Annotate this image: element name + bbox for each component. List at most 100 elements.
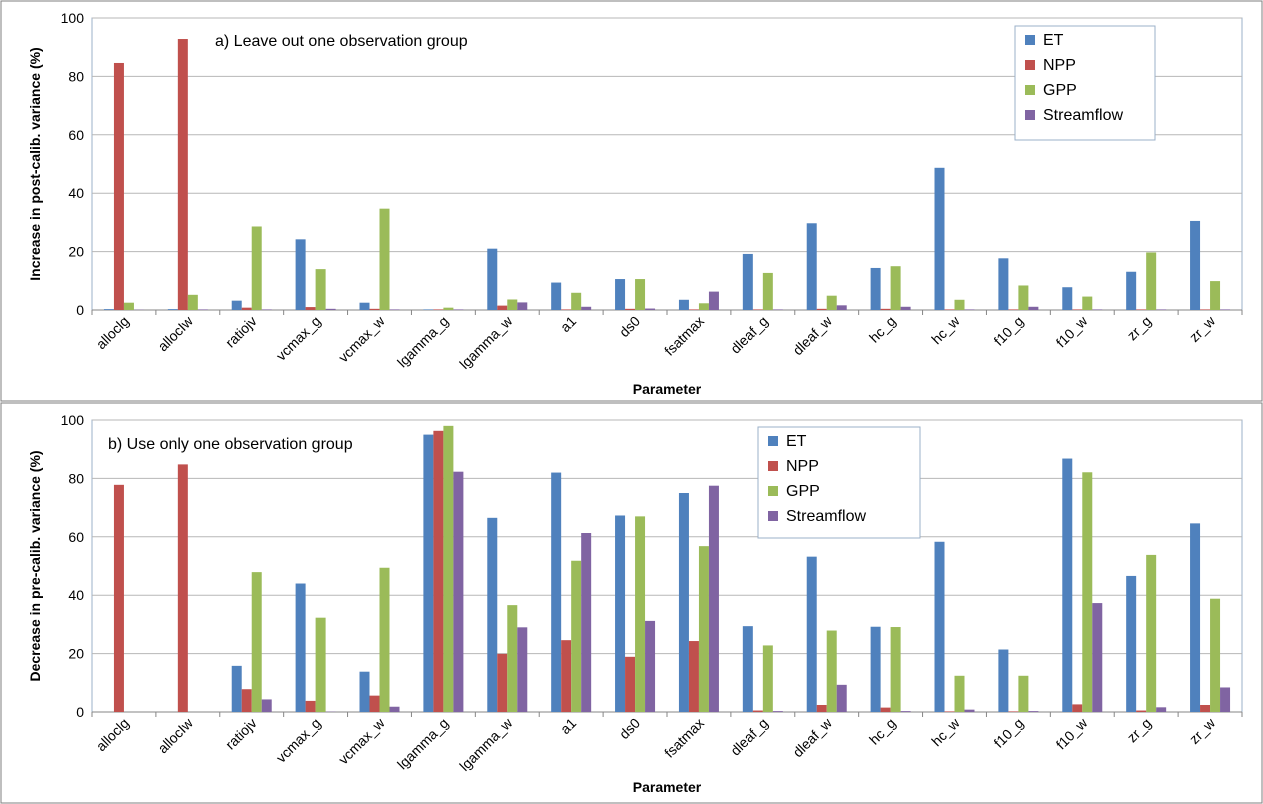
chart-b-bar-et-zr-g	[1126, 575, 1137, 712]
chart-a-bar-streamflow-allociw	[197, 309, 208, 310]
chart-a-bar-npp-fsatmax	[688, 309, 699, 310]
chart-b-x-axis-title: Parameter	[633, 779, 702, 795]
chart-b-bar-streamflow-ratiojv	[261, 699, 272, 712]
chart-b-ytick-label: 60	[68, 529, 84, 545]
chart-b-bar-npp-zr-g	[1136, 710, 1147, 712]
chart-b-bar-gpp-dleaf-w	[826, 630, 837, 712]
chart-a-legend-box	[1014, 25, 1156, 141]
chart-b-ytick-label: 0	[76, 704, 84, 720]
chart-a-bar-et-hc-w	[934, 167, 945, 310]
chart-a-ytick-label: 100	[61, 10, 85, 26]
chart-b-bar-streamflow-a1	[581, 533, 592, 712]
chart-a-bar-npp-ds0	[625, 308, 636, 310]
chart-a-bar-et-allociw	[167, 309, 178, 310]
chart-a-x-axis-title: Parameter	[633, 381, 702, 397]
chart-b-bar-et-vcmax-g	[295, 583, 306, 712]
chart-a-ytick-label: 80	[68, 68, 84, 84]
chart-b-bar-gpp-fsatmax	[698, 546, 709, 712]
chart-b-bar-gpp-vcmax-g	[315, 617, 326, 712]
chart-b-bar-npp-ds0	[625, 656, 636, 712]
chart-a-bar-npp-zr-w	[1200, 309, 1211, 310]
chart-b-bar-et-dleaf-g	[742, 626, 753, 712]
chart-a-bar-npp-vcmax-g	[305, 307, 316, 310]
chart-a-bar-gpp-zr-w	[1210, 281, 1221, 310]
chart-b-bar-et-ratiojv	[231, 665, 242, 712]
chart-a-bar-streamflow-dleaf-g	[772, 309, 783, 310]
chart-b-legend-label-npp: NPP	[786, 458, 819, 475]
chart-b-bar-npp-lgamma-g	[433, 430, 444, 712]
chart-b-bar-gpp-lgamma-w	[507, 605, 518, 712]
chart-b-bar-gpp-vcmax-w	[379, 567, 390, 712]
chart-a-bar-et-zr-g	[1126, 271, 1137, 310]
chart-b-bar-streamflow-lgamma-g	[453, 471, 464, 712]
chart-b-bar-et-a1	[551, 472, 562, 712]
chart-a-bar-npp-vcmax-w	[369, 308, 380, 310]
chart-a-bar-streamflow-f10-w	[1092, 309, 1103, 310]
chart-b-annotation: b) Use only one observation group	[108, 436, 353, 453]
chart-b-bar-npp-a1	[561, 640, 572, 712]
chart-b-bar-gpp-lgamma-g	[443, 425, 454, 712]
chart-a-legend-label-npp: NPP	[1043, 57, 1076, 74]
chart-b-bar-et-fsatmax	[678, 493, 689, 712]
chart-b-bar-streamflow-hc-g	[900, 711, 911, 712]
chart-a-bar-streamflow-ds0	[645, 308, 656, 310]
chart-b-bar-streamflow-zr-g	[1156, 707, 1167, 712]
chart-a-bar-npp-hc-g	[880, 308, 891, 310]
chart-panel-b: 0 20 40 60 80 100 alloclg allocIw ratiojv vcmax_g…	[0, 402, 1263, 804]
chart-b-bar-npp-fsatmax	[688, 641, 699, 712]
chart-b-bar-gpp-ds0	[635, 516, 646, 712]
chart-a-ytick-label: 60	[68, 127, 84, 143]
chart-b-bar-et-lgamma-w	[487, 517, 498, 712]
chart-a-bar-et-zr-w	[1190, 220, 1201, 310]
chart-b-legend-label-gpp: GPP	[786, 483, 820, 500]
chart-b-ytick-label: 80	[68, 470, 84, 486]
chart-a-legend-label-et: ET	[1043, 32, 1064, 49]
chart-a-bar-et-a1	[551, 282, 562, 310]
chart-a-bar-et-f10-g	[998, 258, 1009, 310]
chart-b-bar-npp-alloclg	[113, 484, 124, 712]
chart-b-bar-gpp-zr-w	[1210, 598, 1221, 712]
chart-b-bar-gpp-f10-w	[1082, 472, 1093, 712]
chart-b-legend-swatch-gpp	[768, 486, 778, 496]
chart-b-ytick-label: 100	[61, 412, 85, 428]
chart-a-legend: ET NPP GPP Streamflow	[1014, 25, 1156, 141]
chart-b-legend: ET NPP GPP Streamflow	[757, 426, 921, 539]
chart-a-bar-et-f10-w	[1062, 287, 1073, 310]
chart-a-bar-gpp-dleaf-w	[826, 295, 837, 310]
chart-b-bar-et-f10-w	[1062, 458, 1073, 712]
chart-b-bar-streamflow-zr-w	[1220, 687, 1231, 712]
chart-a-bar-npp-dleaf-w	[816, 308, 827, 310]
chart-a-bar-npp-zr-g	[1136, 309, 1147, 310]
chart-a-legend-label-streamflow: Streamflow	[1043, 107, 1123, 124]
chart-b-bar-et-zr-w	[1190, 523, 1201, 712]
chart-b-bar-et-hc-g	[870, 626, 881, 712]
chart-a-bar-npp-lgamma-w	[497, 305, 508, 310]
chart-a-bar-gpp-vcmax-g	[315, 269, 326, 310]
chart-a-annotation: a) Leave out one observation group	[215, 33, 468, 50]
chart-a-bar-et-ds0	[615, 279, 626, 310]
chart-a-bar-gpp-zr-g	[1146, 252, 1157, 310]
chart-a-bar-et-fsatmax	[678, 299, 689, 310]
chart-b-bar-npp-f10-g	[1008, 711, 1019, 712]
chart-b-bar-streamflow-fsatmax	[708, 485, 719, 712]
chart-b-bar-et-hc-w	[934, 541, 945, 712]
chart-b-bar-npp-dleaf-w	[816, 704, 827, 712]
chart-a-ytick-label: 40	[68, 185, 84, 201]
chart-a-bar-streamflow-f10-g	[1028, 306, 1039, 310]
chart-a-bar-et-dleaf-g	[742, 253, 753, 310]
chart-a-bar-npp-a1	[561, 309, 572, 310]
chart-b-ytick-label: 20	[68, 646, 84, 662]
chart-b-bar-streamflow-dleaf-g	[772, 711, 783, 712]
chart-a-bar-streamflow-fsatmax	[708, 291, 719, 310]
chart-b-bar-et-ds0	[615, 515, 626, 712]
chart-b-bar-gpp-zr-g	[1146, 554, 1157, 712]
chart-a-bar-gpp-hc-g	[890, 266, 901, 310]
chart-panel-a: 0 20 40 60 80 100 alloclg allocIw ratiojv vcmax_g…	[0, 0, 1263, 402]
chart-b-bar-et-vcmax-w	[359, 671, 370, 712]
chart-b-bar-npp-vcmax-w	[369, 695, 380, 712]
chart-a-bar-gpp-a1	[571, 292, 582, 310]
chart-a-bar-et-vcmax-w	[359, 302, 370, 310]
chart-b-bar-streamflow-lgamma-w	[517, 627, 528, 712]
